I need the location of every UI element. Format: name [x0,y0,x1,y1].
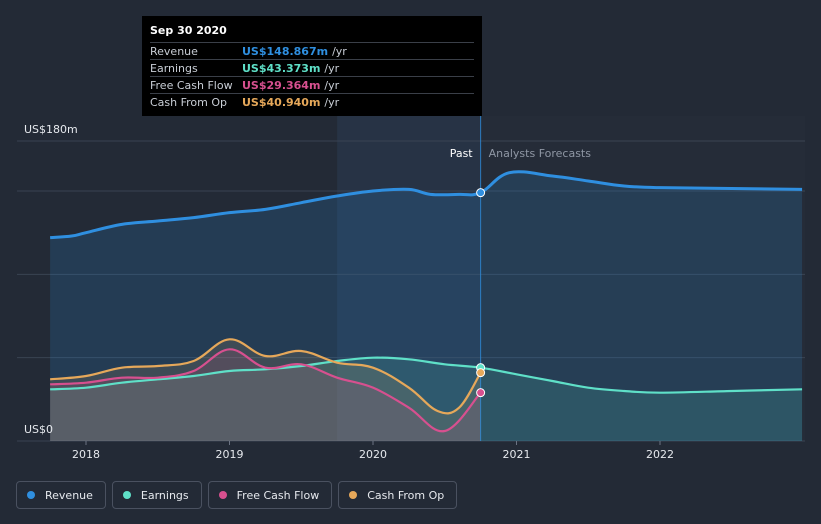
tooltip-date: Sep 30 2020 [150,24,227,37]
tooltip-value: US$148.867m [242,44,329,58]
legend-dot-icon [27,491,35,499]
tooltip-value: US$40.940m [242,95,321,109]
area-earnings [50,357,803,441]
chart-legend: Revenue Earnings Free Cash Flow Cash Fro… [16,481,458,509]
legend-label: Revenue [45,488,93,502]
marker-cash-from-op [476,368,486,378]
legend-dot-icon [218,491,227,499]
forecast-region [480,116,805,441]
legend-item-revenue[interactable]: Revenue [16,481,106,509]
tooltip-unit: /yr [324,95,340,109]
legend-label: Earnings [140,488,189,502]
tooltip-row-earnings: Earnings US$43.373m /yr [150,59,474,76]
x-tick-label: 2022 [646,448,674,461]
legend-item-free-cash-flow[interactable]: Free Cash Flow [207,481,333,509]
data-tooltip: Sep 30 2020 Revenue US$148.867m /yr Earn… [142,16,482,116]
tooltip-label: Earnings [150,61,198,75]
marker-revenue [476,188,486,198]
marker-free-cash-flow [476,388,486,398]
tooltip-row-cash-from-op: Cash From Op US$40.940m /yr [150,93,474,110]
line-free-cash-flow [50,348,482,433]
legend-dot-icon [349,491,358,499]
tooltip-unit: /yr [324,61,340,75]
tooltip-value: US$29.364m [242,78,321,92]
line-revenue [50,170,803,240]
legend-label: Cash From Op [367,488,445,502]
tooltip-label: Revenue [150,44,198,58]
legend-label: Free Cash Flow [236,488,320,502]
y-axis-top-label: US$180m [24,123,78,136]
area-cash-from-op [50,339,481,441]
line-earnings [50,356,803,394]
x-tick-label: 2020 [359,448,387,461]
area-free-cash-flow [50,349,481,441]
tooltip-value: US$43.373m [242,61,321,75]
tooltip-unit: /yr [332,44,347,58]
x-tick-label: 2021 [503,448,531,461]
past-label: Past [450,147,474,160]
legend-dot-icon [122,491,131,499]
tooltip-row-free-cash-flow: Free Cash Flow US$29.364m /yr [150,76,474,93]
tooltip-row-revenue: Revenue US$148.867m /yr [150,42,474,59]
legend-item-cash-from-op[interactable]: Cash From Op [338,481,458,509]
tooltip-label: Cash From Op [150,95,228,109]
tooltip-label: Free Cash Flow [150,78,233,92]
forecast-label: Analysts Forecasts [489,147,592,160]
line-cash-from-op [50,338,482,415]
area-revenue [50,171,803,442]
y-axis-bottom-label: US$0 [24,423,53,436]
x-tick-label: 2019 [216,448,244,461]
legend-item-earnings[interactable]: Earnings [111,481,202,509]
x-tick-label: 2018 [72,448,100,461]
tooltip-unit: /yr [324,78,340,92]
